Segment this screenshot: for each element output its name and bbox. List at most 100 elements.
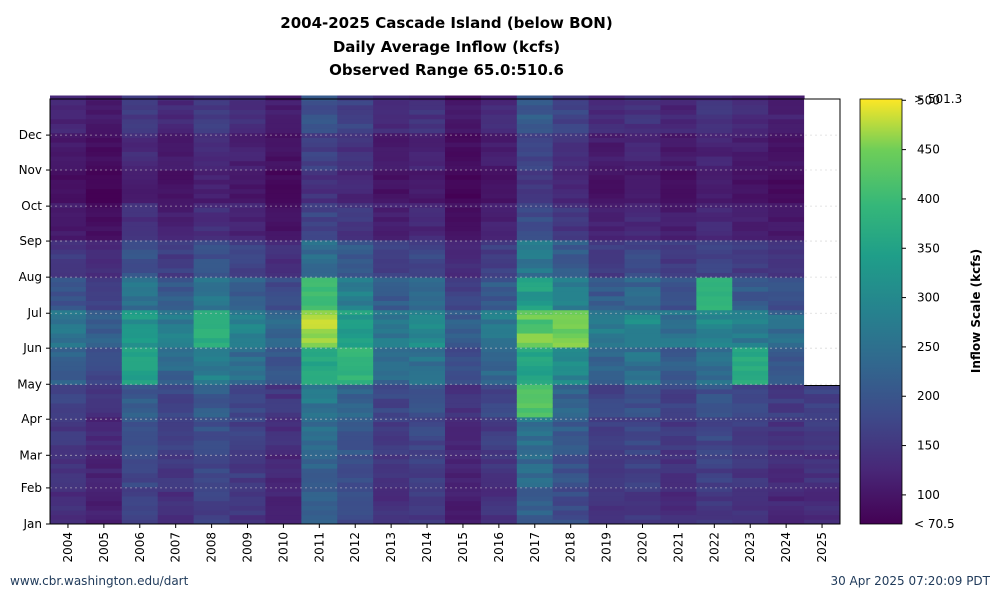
heatmap-cell [732, 160, 769, 166]
heatmap-cell [480, 500, 518, 506]
heatmap-cell [301, 225, 338, 232]
heatmap-cell [516, 286, 554, 292]
x-tick-label: 2023 [743, 532, 757, 563]
heatmap-cell [193, 486, 231, 492]
heatmap-cell [445, 300, 482, 306]
heatmap-cell [516, 174, 554, 180]
heatmap-cell [624, 216, 661, 222]
heatmap-cell [552, 109, 590, 115]
heatmap-cell [804, 402, 841, 409]
heatmap-cell [624, 435, 661, 441]
heatmap-cell [301, 118, 338, 124]
heatmap-cell [588, 384, 626, 390]
heatmap-cell [624, 221, 661, 227]
heatmap-cell [121, 244, 159, 250]
heatmap-cell [660, 486, 697, 492]
heatmap-cell [732, 505, 769, 511]
heatmap-cell [85, 109, 123, 115]
heatmap-cell [193, 458, 231, 464]
heatmap-cell [50, 477, 87, 483]
heatmap-cell [373, 95, 410, 101]
heatmap-cell [229, 398, 266, 404]
heatmap-cell [50, 486, 87, 492]
heatmap-cell [50, 95, 87, 101]
colorbar-tick-label: 250 [917, 340, 940, 354]
heatmap-cell [732, 388, 769, 395]
heatmap-cell [660, 151, 697, 157]
heatmap-cell [480, 514, 518, 520]
heatmap-cell [85, 374, 123, 381]
heatmap-cell [265, 221, 302, 227]
heatmap-cell [516, 365, 554, 371]
y-tick-label: Jun [22, 341, 42, 355]
footer-url[interactable]: www.cbr.washington.edu/dart [10, 574, 189, 588]
heatmap-cell [337, 430, 374, 437]
heatmap-cell [445, 132, 482, 138]
heatmap-cell [660, 328, 697, 334]
heatmap-cell [768, 421, 805, 427]
heatmap-cell [157, 118, 195, 124]
heatmap-cell [516, 468, 554, 474]
heatmap-cell [85, 435, 123, 441]
heatmap-cell [660, 291, 697, 297]
heatmap-cell [50, 426, 87, 432]
heatmap-cell [732, 347, 769, 353]
heatmap-cell [50, 323, 87, 329]
heatmap-cell [624, 342, 661, 348]
heatmap-cell [409, 500, 446, 506]
heatmap-cell [301, 365, 338, 371]
heatmap-cell [480, 132, 518, 138]
heatmap-cell [768, 342, 805, 348]
heatmap-cell [480, 333, 518, 339]
heatmap-cell [301, 323, 338, 329]
heatmap-cell [768, 123, 805, 129]
heatmap-cell [50, 258, 87, 264]
x-tick-label: 2010 [276, 532, 290, 563]
heatmap-cell [445, 291, 482, 297]
heatmap-cell [660, 95, 697, 101]
heatmap-cell [768, 211, 805, 218]
heatmap-cell [732, 156, 769, 162]
x-tick-label: 2021 [671, 532, 685, 563]
heatmap-cell [588, 295, 626, 301]
heatmap-cell [50, 295, 87, 301]
heatmap-cell [732, 384, 769, 390]
heatmap-cell [85, 458, 123, 464]
heatmap-cell [480, 286, 518, 292]
heatmap-cell [696, 95, 733, 101]
heatmap-cell [768, 263, 805, 269]
heatmap-cell [85, 454, 123, 460]
heatmap-cell [696, 426, 733, 432]
heatmap-cell [660, 416, 697, 423]
heatmap-cell [588, 151, 626, 157]
heatmap-cell [337, 263, 374, 269]
x-tick-label: 2017 [528, 532, 542, 563]
heatmap-cell [588, 314, 626, 320]
heatmap-cell [193, 365, 231, 371]
heatmap-cell [445, 156, 482, 162]
heatmap-cell [337, 244, 374, 250]
heatmap-cell [624, 151, 661, 157]
heatmap-cell [588, 146, 626, 152]
heatmap-cell [373, 319, 410, 325]
heatmap-cell [193, 188, 231, 194]
heatmap-cell [696, 519, 733, 525]
heatmap-cell [373, 174, 410, 180]
heatmap-cell [265, 174, 302, 180]
heatmap-cell [85, 188, 123, 194]
heatmap-cell [50, 407, 87, 413]
heatmap-cell [337, 482, 374, 488]
heatmap-cell [301, 286, 338, 292]
heatmap-cell [660, 463, 697, 469]
heatmap-cell [50, 496, 87, 502]
heatmap-cell [516, 500, 554, 506]
heatmap-cell [301, 300, 338, 306]
heatmap-cell [301, 356, 338, 362]
heatmap-cell [301, 174, 338, 180]
heatmap-cell [193, 216, 231, 222]
heatmap-cell [480, 430, 518, 437]
heatmap-cell [445, 491, 482, 497]
heatmap-cell [552, 211, 590, 218]
heatmap-cell [157, 388, 195, 395]
heatmap-cell [445, 258, 482, 264]
